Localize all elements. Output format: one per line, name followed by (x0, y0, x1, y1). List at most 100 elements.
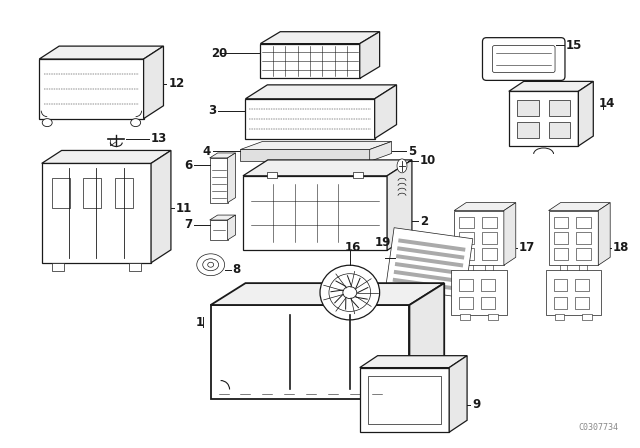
Bar (398, 238, 465, 252)
Polygon shape (598, 202, 610, 265)
Text: 11: 11 (176, 202, 192, 215)
Polygon shape (454, 211, 504, 265)
Bar (353, 172, 364, 178)
Bar (52, 178, 70, 208)
Bar (516, 122, 539, 138)
Bar (392, 278, 460, 291)
Polygon shape (210, 158, 228, 202)
Bar (554, 216, 568, 228)
Bar (459, 297, 473, 309)
Bar (577, 248, 591, 260)
Polygon shape (260, 43, 360, 78)
Bar (548, 122, 570, 138)
Polygon shape (151, 151, 171, 263)
Polygon shape (42, 151, 171, 164)
Ellipse shape (329, 274, 371, 311)
Bar (559, 265, 568, 275)
Text: C0307734: C0307734 (578, 423, 618, 432)
Polygon shape (374, 85, 397, 138)
Polygon shape (211, 283, 444, 305)
Bar (115, 178, 133, 208)
Polygon shape (370, 142, 392, 161)
Bar (577, 216, 591, 228)
Bar (516, 100, 539, 116)
Text: 1: 1 (196, 316, 204, 329)
Bar (386, 228, 473, 298)
Polygon shape (454, 202, 516, 211)
Polygon shape (143, 46, 163, 119)
Bar (459, 233, 474, 244)
Polygon shape (548, 202, 610, 211)
Text: 16: 16 (345, 241, 361, 254)
Bar (481, 279, 495, 291)
Text: 5: 5 (408, 145, 417, 158)
Bar (396, 254, 463, 267)
Ellipse shape (208, 262, 214, 267)
Polygon shape (246, 85, 397, 99)
Polygon shape (504, 202, 516, 265)
Text: 9: 9 (472, 398, 480, 411)
Bar (482, 233, 497, 244)
Polygon shape (410, 283, 444, 400)
Text: 8: 8 (232, 263, 241, 276)
Bar (554, 248, 568, 260)
Bar (488, 314, 498, 320)
Ellipse shape (397, 159, 407, 173)
Bar (459, 216, 474, 228)
Polygon shape (509, 82, 593, 91)
Bar (575, 297, 589, 309)
Bar (267, 172, 276, 178)
Text: 4: 4 (203, 145, 211, 158)
Polygon shape (260, 32, 380, 43)
Ellipse shape (42, 119, 52, 127)
Ellipse shape (131, 119, 141, 127)
Bar (548, 100, 570, 116)
Text: 10: 10 (420, 155, 436, 168)
Bar (394, 270, 461, 283)
Ellipse shape (196, 254, 225, 276)
Text: 14: 14 (598, 97, 614, 110)
Bar (83, 178, 101, 208)
FancyBboxPatch shape (483, 38, 565, 80)
Bar (575, 279, 589, 291)
Text: 19: 19 (374, 237, 391, 250)
Polygon shape (210, 153, 236, 158)
Polygon shape (210, 220, 228, 240)
Polygon shape (449, 356, 467, 432)
Polygon shape (360, 356, 467, 368)
Polygon shape (241, 150, 370, 161)
Polygon shape (228, 215, 236, 240)
Text: 20: 20 (211, 47, 227, 60)
Bar (554, 314, 564, 320)
Polygon shape (243, 160, 412, 176)
Text: 6: 6 (184, 159, 192, 172)
Bar (545, 270, 601, 315)
Text: 7: 7 (184, 219, 192, 232)
Ellipse shape (343, 287, 356, 298)
Text: 15: 15 (566, 39, 582, 52)
Bar (52, 263, 64, 271)
Bar (482, 248, 497, 260)
Bar (465, 265, 473, 275)
Bar (397, 246, 465, 259)
Polygon shape (579, 82, 593, 146)
Bar (459, 248, 474, 260)
Bar (554, 279, 568, 291)
Bar (395, 262, 462, 276)
Bar (554, 233, 568, 244)
Polygon shape (243, 176, 387, 250)
Bar (579, 265, 588, 275)
Bar (460, 314, 470, 320)
Bar (368, 375, 441, 424)
Text: 18: 18 (613, 241, 630, 254)
Polygon shape (360, 32, 380, 78)
Polygon shape (246, 99, 374, 138)
Polygon shape (210, 215, 236, 220)
Bar (577, 233, 591, 244)
Ellipse shape (203, 259, 219, 271)
Polygon shape (42, 164, 151, 263)
Text: 13: 13 (151, 132, 167, 145)
Bar (482, 216, 497, 228)
Polygon shape (39, 59, 143, 119)
Bar (554, 297, 568, 309)
